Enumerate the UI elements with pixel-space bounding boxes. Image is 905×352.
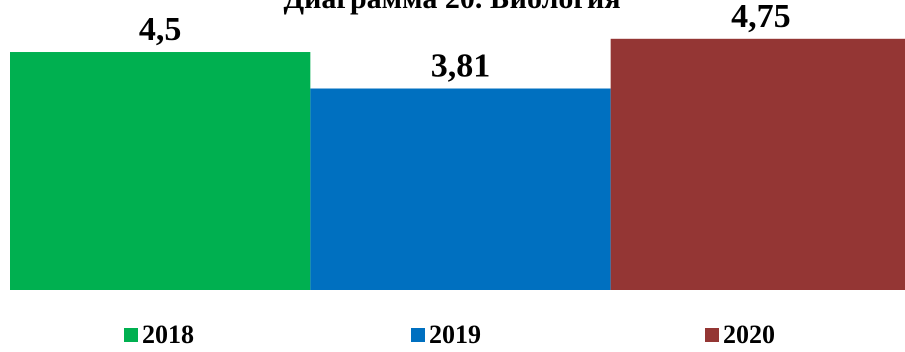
bar-2020: [610, 38, 905, 290]
legend-swatch-2019: [411, 328, 425, 342]
bar-2018: [10, 52, 311, 291]
plot-area: 4,5 3,81 4,75: [10, 0, 905, 291]
data-label-2019: 3,81: [431, 48, 491, 85]
legend-label-2020: 2020: [723, 320, 775, 349]
chart-title: Диаграмма 20. Биология: [283, 0, 620, 15]
legend-label-2018: 2018: [142, 320, 194, 349]
bar-2019: [310, 88, 611, 290]
legend-swatch-2020: [705, 328, 719, 342]
data-label-2018: 4,5: [139, 11, 182, 48]
legend-item-2019: 2019: [411, 320, 481, 349]
legend: 2018 2019 2020: [124, 320, 775, 349]
legend-swatch-2018: [124, 328, 138, 342]
legend-label-2019: 2019: [429, 320, 481, 349]
legend-item-2018: 2018: [124, 320, 194, 349]
legend-item-2020: 2020: [705, 320, 775, 349]
data-label-2020: 4,75: [731, 0, 791, 35]
